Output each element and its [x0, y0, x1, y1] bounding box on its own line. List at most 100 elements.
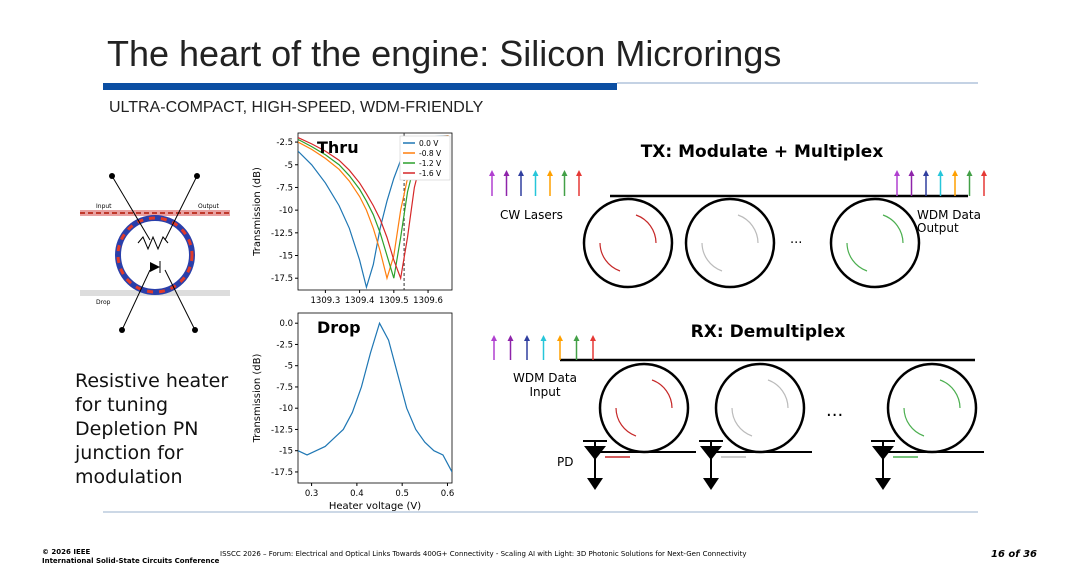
rx-title: RX: Demultiplex — [691, 322, 846, 342]
x-axis-label: Heater voltage (V) — [329, 501, 421, 512]
ring-flow — [731, 407, 753, 437]
x-tick-label: 0.4 — [350, 489, 364, 499]
y-axis-label: Transmission (dB) — [252, 167, 263, 257]
caption: Resistive heater for tuning Depletion PN… — [74, 370, 228, 488]
ring-flow — [846, 242, 868, 272]
pd — [703, 478, 719, 490]
ring — [714, 362, 806, 454]
chart-title: Thru — [317, 138, 359, 157]
chart-title: Drop — [317, 318, 361, 337]
ring-flow — [737, 214, 759, 244]
laser-arrow-head — [981, 170, 987, 176]
laser-arrow-head — [503, 170, 510, 176]
y-tick-label: -17.5 — [271, 468, 293, 478]
y-axis-label: Transmission (dB) — [252, 354, 263, 444]
laser-arrow-head — [532, 170, 539, 176]
ring — [684, 197, 776, 289]
pd — [584, 446, 606, 460]
laser-arrow-head — [489, 170, 495, 176]
laser-arrow-head — [590, 335, 596, 341]
title-bar — [103, 83, 617, 90]
rx-label: WDM Data — [513, 371, 577, 385]
caption-line: for tuning — [75, 394, 168, 416]
footer-event: ISSCC 2026 – Forum: Electrical and Optic… — [220, 550, 746, 558]
tx-label: CW Lasers — [500, 208, 563, 222]
legend-label: -1.6 V — [419, 169, 442, 178]
laser-arrow-head — [952, 170, 958, 176]
ring-flow — [599, 242, 621, 272]
ring — [582, 197, 674, 289]
plot-area — [298, 321, 452, 473]
title: The heart of the engine: Silicon Microri… — [107, 33, 781, 74]
y-tick-label: -7.5 — [276, 183, 293, 193]
ring-flow — [767, 379, 789, 409]
ellipsis: ... — [790, 232, 802, 247]
ring-label: Input — [96, 203, 112, 210]
footer-org: International Solid-State Circuits Confe… — [42, 557, 220, 565]
footer-copyright: © 2026 IEEE — [42, 548, 91, 556]
y-tick-label: -15 — [279, 447, 293, 457]
y-tick-label: -2.5 — [276, 340, 293, 350]
ring-flow — [615, 407, 637, 437]
ring-flow — [882, 214, 904, 244]
rx-label: PD — [557, 455, 573, 469]
ring-flow — [903, 407, 925, 437]
caption-line: Resistive heater — [75, 370, 228, 392]
legend-label: -1.2 V — [419, 159, 442, 168]
ring — [886, 362, 978, 454]
x-tick-label: 0.3 — [305, 489, 319, 499]
y-tick-label: -2.5 — [276, 138, 293, 148]
tx-diagram: TX: Modulate + Multiplex CW Lasers WDM D… — [489, 142, 987, 289]
laser-arrow-head — [518, 170, 524, 176]
x-tick-label: 1309.5 — [379, 296, 409, 306]
pd — [587, 478, 603, 490]
pd — [875, 478, 891, 490]
chart: -2.5 -5 -7.5 -10 -12.5 -15 -17.5 1309.3 1309.4 13… — [252, 132, 453, 306]
line-series — [298, 321, 452, 473]
laser-arrow-head — [576, 170, 582, 176]
laser-arrow-head — [908, 170, 915, 176]
laser-arrow-head — [573, 335, 580, 341]
x-tick-label: 1309.3 — [311, 296, 341, 306]
y-tick-label: -10 — [279, 404, 293, 414]
x-tick-label: 0.6 — [441, 489, 455, 499]
ring — [598, 362, 690, 454]
ring-label: Output — [198, 203, 219, 210]
x-tick-label: 1309.4 — [345, 296, 375, 306]
x-tick-label: 1309.6 — [413, 296, 443, 306]
pd — [872, 446, 894, 460]
ring-flow — [939, 379, 961, 409]
subtitle: ULTRA-COMPACT, HIGH-SPEED, WDM-FRIENDLY — [109, 99, 484, 116]
ring-label: Drop — [96, 299, 111, 306]
y-tick-label: -10 — [279, 206, 293, 216]
laser-arrow-head — [547, 170, 553, 176]
y-tick-label: -5 — [285, 161, 293, 171]
tx-label: WDM Data — [917, 208, 981, 222]
rx-diagram: RX: Demultiplex WDM Data Input PD ... — [491, 322, 984, 490]
ring — [829, 197, 921, 289]
caption-line: modulation — [75, 466, 183, 488]
ring-flow — [701, 242, 723, 272]
y-tick-label: -12.5 — [271, 425, 293, 435]
pd — [700, 446, 722, 460]
laser-arrow-head — [540, 335, 547, 341]
y-tick-label: -17.5 — [271, 274, 293, 284]
ellipsis: ... — [826, 400, 843, 421]
laser-arrow-head — [491, 335, 497, 341]
laser-arrow-head — [923, 170, 929, 176]
ring-device: Input Output Drop — [80, 173, 230, 333]
y-tick-label: 0.0 — [279, 319, 293, 329]
y-tick-label: -5 — [285, 362, 293, 372]
page-number: 16 of 36 — [991, 549, 1037, 560]
chart: 0.0 -2.5 -5 -7.5 -10 -12.5 -15 -17.5 0.3 0.4 0.5 0.… — [252, 312, 455, 512]
ring-flow — [651, 379, 673, 409]
x-tick-label: 0.5 — [395, 489, 409, 499]
plot-frame — [297, 312, 453, 484]
laser-arrow-head — [557, 335, 563, 341]
tx-label: Output — [917, 221, 959, 235]
y-tick-label: -12.5 — [271, 229, 293, 239]
laser-arrow-head — [561, 170, 568, 176]
y-tick-label: -15 — [279, 252, 293, 262]
laser-arrow-head — [507, 335, 514, 341]
